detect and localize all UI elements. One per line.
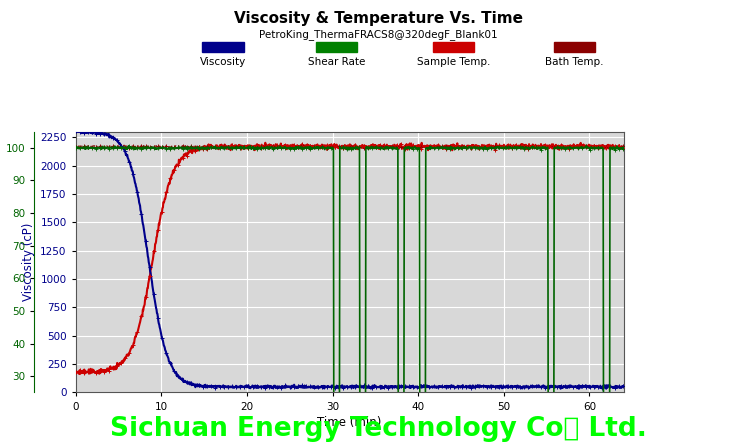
Text: Sichuan Energy Technology Co， Ltd.: Sichuan Energy Technology Co， Ltd. <box>110 416 646 442</box>
Y-axis label: Viscosity (cP): Viscosity (cP) <box>22 223 35 301</box>
Text: Viscosity: Viscosity <box>200 57 246 67</box>
Text: Bath Temp.: Bath Temp. <box>545 57 604 67</box>
Text: Sample Temp.: Sample Temp. <box>417 57 491 67</box>
X-axis label: Time (min): Time (min) <box>318 416 382 429</box>
Text: Viscosity & Temperature Vs. Time: Viscosity & Temperature Vs. Time <box>234 11 522 26</box>
Text: Shear Rate: Shear Rate <box>308 57 365 67</box>
Text: PetroKing_ThermaFRACS8@320degF_Blank01: PetroKing_ThermaFRACS8@320degF_Blank01 <box>259 29 497 40</box>
